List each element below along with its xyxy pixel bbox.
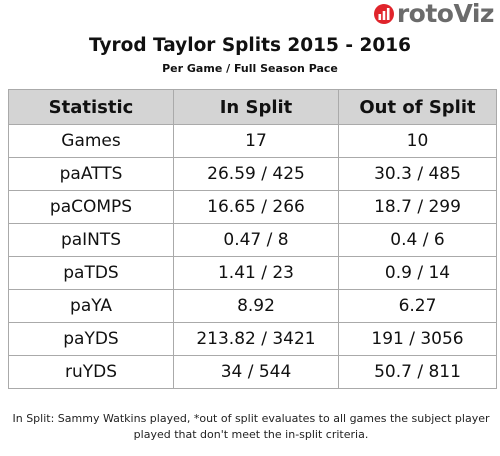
stat-name-cell: paTDS bbox=[8, 256, 174, 290]
footnote: In Split: Sammy Watkins played, *out of … bbox=[12, 412, 490, 441]
page-subtitle: Per Game / Full Season Pace bbox=[162, 62, 338, 75]
in-split-cell: 0.47 / 8 bbox=[173, 223, 339, 257]
out-of-split-cell: 191 / 3056 bbox=[338, 322, 497, 356]
header-row: Statistic In Split Out of Split bbox=[8, 89, 497, 125]
stat-name-cell: paINTS bbox=[8, 223, 174, 257]
stat-name-cell: Games bbox=[8, 124, 174, 158]
table-row: ruYDS 34 / 544 50.7 / 811 bbox=[8, 355, 497, 389]
table-row: paINTS 0.47 / 8 0.4 / 6 bbox=[8, 223, 497, 257]
rotoviz-logo: rotoViz bbox=[372, 0, 495, 28]
stat-name-cell: paATTS bbox=[8, 157, 174, 191]
out-of-split-cell: 0.9 / 14 bbox=[338, 256, 497, 290]
in-split-cell: 17 bbox=[173, 124, 339, 158]
stat-name-cell: paYA bbox=[8, 289, 174, 323]
column-header-statistic: Statistic bbox=[8, 89, 174, 125]
in-split-cell: 26.59 / 425 bbox=[173, 157, 339, 191]
in-split-cell: 16.65 / 266 bbox=[173, 190, 339, 224]
column-header-in-split: In Split bbox=[173, 89, 339, 125]
table-row: paYA 8.92 6.27 bbox=[8, 289, 497, 323]
out-of-split-cell: 50.7 / 811 bbox=[338, 355, 497, 389]
table-row: paATTS 26.59 / 425 30.3 / 485 bbox=[8, 157, 497, 191]
bar-chart-logo-icon bbox=[373, 4, 394, 24]
out-of-split-cell: 18.7 / 299 bbox=[338, 190, 497, 224]
out-of-split-cell: 6.27 bbox=[338, 289, 497, 323]
stat-name-cell: paYDS bbox=[8, 322, 174, 356]
in-split-cell: 1.41 / 23 bbox=[173, 256, 339, 290]
table-row: paYDS 213.82 / 3421 191 / 3056 bbox=[8, 322, 497, 356]
splits-table: Statistic In Split Out of Split Games 17… bbox=[8, 89, 497, 389]
stat-name-cell: paCOMPS bbox=[8, 190, 174, 224]
table-row: Games 17 10 bbox=[8, 124, 497, 158]
out-of-split-cell: 30.3 / 485 bbox=[338, 157, 497, 191]
in-split-cell: 34 / 544 bbox=[173, 355, 339, 389]
out-of-split-cell: 10 bbox=[338, 124, 497, 158]
in-split-cell: 8.92 bbox=[173, 289, 339, 323]
column-header-out-of-split: Out of Split bbox=[338, 89, 497, 125]
out-of-split-cell: 0.4 / 6 bbox=[338, 223, 497, 257]
logo-text: rotoViz bbox=[396, 0, 495, 28]
page-title: Tyrod Taylor Splits 2015 - 2016 bbox=[89, 35, 411, 56]
in-split-cell: 213.82 / 3421 bbox=[173, 322, 339, 356]
table-row: paCOMPS 16.65 / 266 18.7 / 299 bbox=[8, 190, 497, 224]
stat-name-cell: ruYDS bbox=[8, 355, 174, 389]
table-row: paTDS 1.41 / 23 0.9 / 14 bbox=[8, 256, 497, 290]
